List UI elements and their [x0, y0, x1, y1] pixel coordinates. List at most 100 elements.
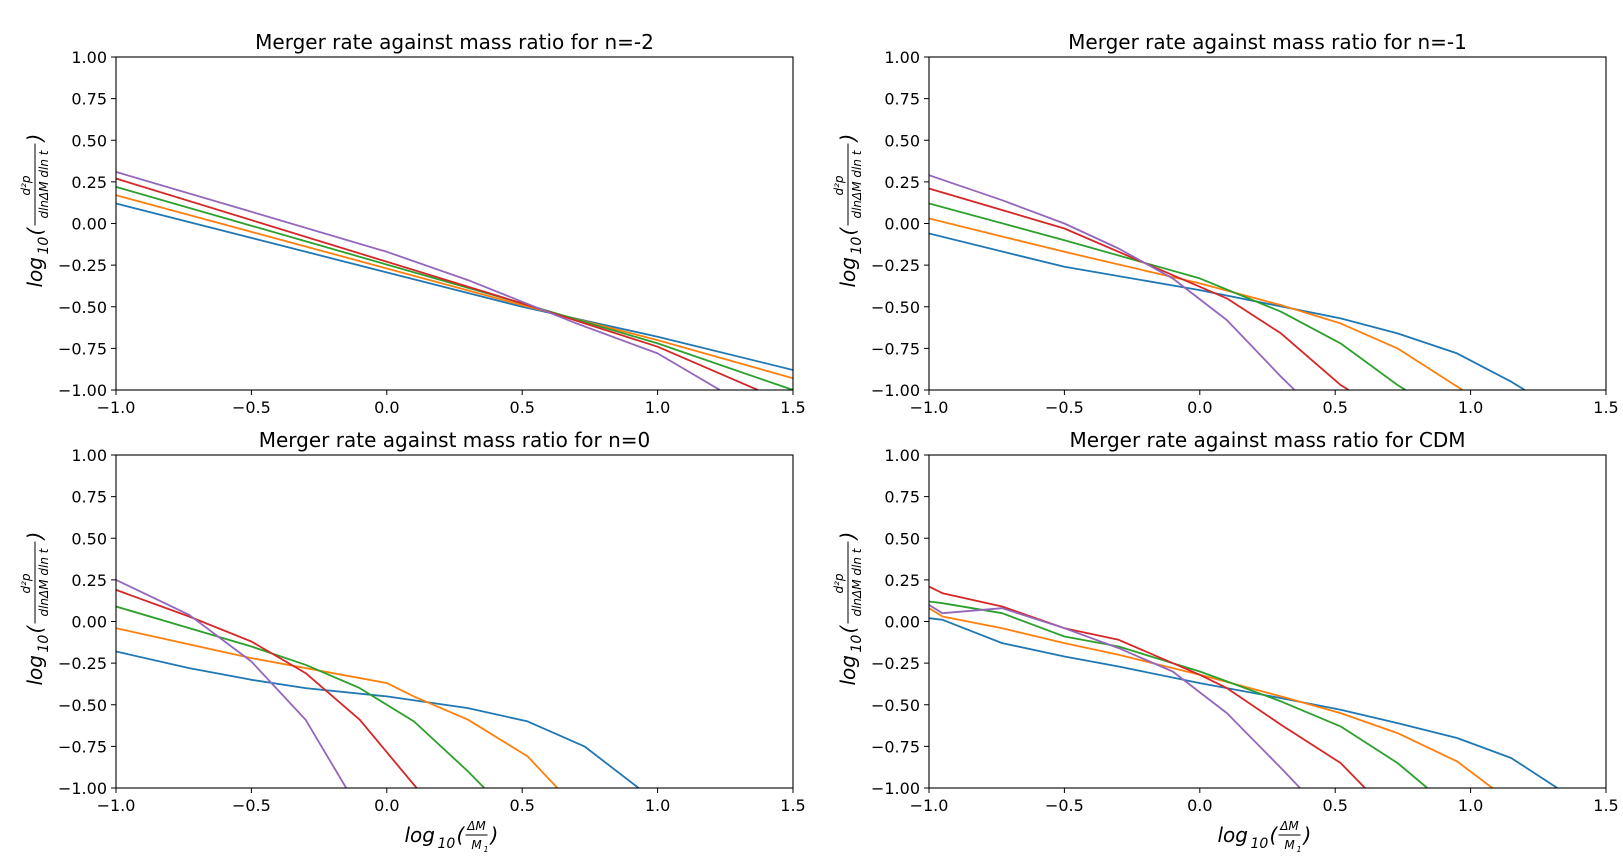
x-axis-label-sub: 10	[438, 836, 456, 852]
x-tick-label: 0.0	[374, 398, 399, 417]
y-tick-label: 0.50	[71, 529, 107, 548]
series-line-5	[116, 579, 347, 788]
series-line-2	[116, 627, 559, 788]
y-tick-label: 1.00	[71, 48, 107, 67]
plot-frame	[928, 56, 1607, 391]
y-axis-label-denominator: dlnΔM dln t	[850, 149, 864, 218]
chart-title: Merger rate against mass ratio for n=-1	[1068, 30, 1467, 54]
chart-panel-2: −1.0 −0.5 0.0 0.5 1.0 1.5 1.00 0.75 0.50 0.25 0.00…	[832, 30, 1619, 417]
x-axis-label-denominator: M	[471, 838, 482, 852]
x-tick-label: 1.0	[645, 796, 670, 815]
x-axis-label-denominator-sub: 1	[1297, 845, 1302, 854]
y-axis-label-paren-close: )	[23, 532, 47, 542]
x-tick-label: 0.5	[509, 398, 534, 417]
y-tick-label: 0.00	[884, 215, 920, 234]
y-axis-label-numerator: d²p	[19, 175, 33, 195]
x-axis-label-log: log	[405, 823, 436, 847]
series-line-4	[116, 177, 759, 390]
x-axis-label-paren-close: )	[489, 823, 499, 847]
y-axis-label: log 10( d²p dlnΔM dln t)	[19, 532, 52, 686]
series-line-5	[116, 171, 721, 390]
y-tick-label: 0.25	[884, 173, 920, 192]
y-tick-label: 0.50	[884, 529, 920, 548]
y-tick-label: 0.25	[884, 571, 920, 590]
x-axis-label-paren-open: (	[457, 823, 466, 847]
y-axis-label-numerator: d²p	[832, 175, 846, 195]
y-axis-label: log 10(d²p dlnΔM dln t)	[19, 134, 52, 288]
x-tick-label: 1.0	[1458, 796, 1483, 815]
y-axis-label-log: log	[836, 257, 860, 288]
y-tick-label: −1.00	[58, 779, 107, 798]
y-tick-label: −0.25	[58, 654, 107, 673]
y-axis-label-paren-close: )	[836, 134, 860, 144]
x-tick-label: 1.5	[780, 796, 805, 815]
x-tick-label: 0.5	[1322, 796, 1347, 815]
chart-panel-4: −1.0 −0.5 0.0 0.5 1.0 1.5 1.00 0.75 0.50 0.25 0.00…	[832, 428, 1619, 854]
y-axis-label-log: log	[23, 257, 47, 288]
chart-panel-3: −1.0 −0.5 0.0 0.5 1.0 1.5 1.00 0.75 0.50 0.25 0.00…	[19, 428, 806, 854]
x-tick-label: −1.0	[910, 796, 949, 815]
y-tick-label: 0.25	[71, 571, 107, 590]
series-line-1	[929, 232, 1526, 390]
y-tick-label: 0.75	[71, 488, 107, 507]
x-tick-label: 1.5	[1593, 398, 1618, 417]
x-tick-label: −0.5	[232, 398, 271, 417]
chart-title: Merger rate against mass ratio for n=0	[259, 428, 650, 452]
series-line-3	[929, 202, 1407, 390]
y-axis-label: log 10(d²p dlnΔM dln t)	[832, 134, 865, 288]
y-axis-label-paren-close: )	[836, 532, 860, 542]
y-axis-label-sub: 10	[36, 237, 52, 255]
y-tick-label: −0.25	[871, 654, 920, 673]
y-axis-label-denominator: dlnΔM dln t	[37, 547, 51, 616]
y-axis-label-log: log	[23, 655, 47, 686]
y-tick-label: −0.25	[871, 256, 920, 275]
y-tick-label: −0.50	[871, 298, 920, 317]
y-tick-label: 0.00	[71, 215, 107, 234]
series-line-5	[929, 604, 1301, 788]
y-tick-label: 1.00	[71, 446, 107, 465]
y-tick-label: 0.25	[71, 173, 107, 192]
y-tick-label: 0.75	[71, 90, 107, 109]
y-axis-label-sub: 10	[36, 635, 52, 653]
x-tick-label: 0.0	[1187, 398, 1212, 417]
x-axis-label: log 10(ΔM M 1)	[405, 819, 499, 854]
x-axis-label-log: log	[1218, 823, 1249, 847]
chart-title: Merger rate against mass ratio for CDM	[1070, 428, 1466, 452]
y-axis-label-numerator: d²p	[832, 573, 846, 593]
x-tick-label: −0.5	[232, 796, 271, 815]
y-axis-label-paren-open: (	[23, 625, 47, 634]
x-axis-label-denominator-sub: 1	[484, 845, 489, 854]
x-tick-label: −1.0	[97, 796, 136, 815]
series-line-4	[116, 589, 418, 788]
y-tick-label: 0.50	[884, 131, 920, 150]
y-tick-label: −0.50	[58, 696, 107, 715]
series-line-3	[116, 186, 793, 390]
y-tick-label: −1.00	[58, 381, 107, 400]
y-axis-label-paren-open: (	[836, 227, 860, 236]
y-tick-label: −0.75	[58, 737, 107, 756]
y-tick-label: 0.75	[884, 90, 920, 109]
plot-frame	[928, 454, 1607, 789]
y-tick-label: −0.25	[58, 256, 107, 275]
series-line-2	[116, 194, 793, 380]
series-line-4	[929, 187, 1350, 390]
x-tick-label: 0.0	[374, 796, 399, 815]
series-line-5	[929, 174, 1296, 390]
x-axis-label: log 10(ΔM M 1)	[1218, 819, 1312, 854]
x-axis-label-numerator: ΔM	[466, 819, 486, 833]
plot-frame	[115, 454, 794, 789]
y-axis-label-denominator: dlnΔM dln t	[37, 149, 51, 218]
y-tick-label: 0.50	[71, 131, 107, 150]
x-tick-label: 1.0	[1458, 398, 1483, 417]
x-axis-label-paren-open: (	[1270, 823, 1279, 847]
x-tick-label: −0.5	[1045, 398, 1084, 417]
x-axis-label-paren-close: )	[1302, 823, 1312, 847]
x-tick-label: −0.5	[1045, 796, 1084, 815]
series-line-1	[929, 617, 1558, 788]
y-axis-label-numerator: d²p	[19, 573, 33, 593]
y-axis-label-denominator: dlnΔM dln t	[850, 547, 864, 616]
y-tick-label: −0.75	[58, 339, 107, 358]
x-tick-label: 0.5	[1322, 398, 1347, 417]
chart-panel-1: −1.0 −0.5 0.0 0.5 1.0 1.5 1.00 0.75 0.50 0.25 0.00…	[19, 30, 806, 417]
